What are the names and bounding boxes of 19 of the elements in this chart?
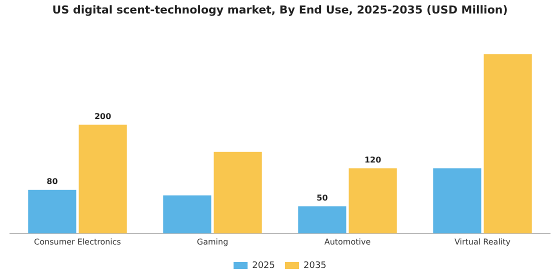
bar <box>484 54 532 234</box>
x-tick-label: Virtual Reality <box>454 237 511 246</box>
x-tick-label: Gaming <box>196 237 228 246</box>
bar <box>28 190 76 234</box>
data-label: 200 <box>94 112 112 121</box>
data-label: 50 <box>316 193 328 202</box>
bar <box>214 152 262 234</box>
legend-label: 2025 <box>252 260 275 271</box>
data-label: 120 <box>364 155 382 164</box>
bar <box>298 206 346 234</box>
legend-label: 2035 <box>304 260 326 271</box>
bar <box>433 168 482 234</box>
bar <box>348 168 397 234</box>
chart-title: US digital scent-technology market, By End Use, 2025-2035 (USD Million) <box>52 3 508 16</box>
x-tick-label: Automotive <box>324 237 371 246</box>
x-tick-label: Consumer Electronics <box>34 237 121 246</box>
data-label: 80 <box>46 177 58 186</box>
bar <box>78 124 127 234</box>
bar <box>163 195 212 234</box>
